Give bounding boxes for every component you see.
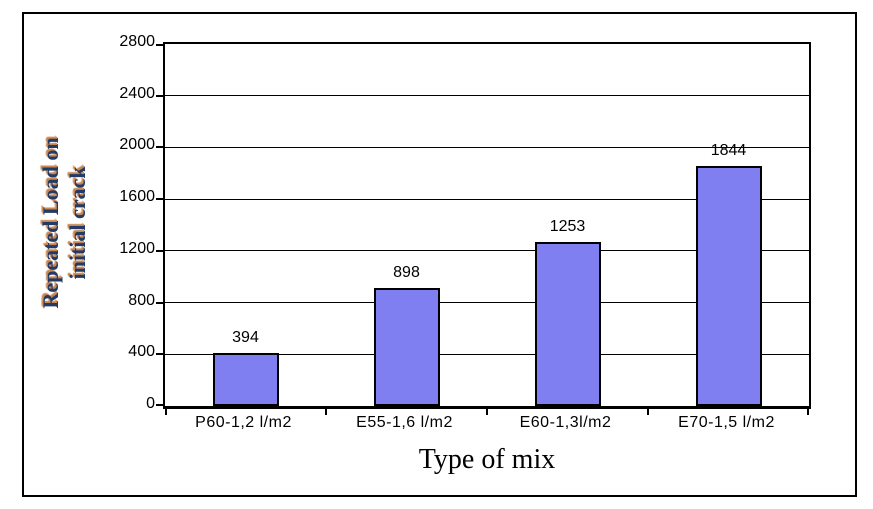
gridline	[165, 353, 809, 355]
bar	[373, 288, 440, 406]
y-axis-tick-label: 800	[128, 291, 155, 309]
bar	[212, 353, 279, 406]
x-axis-category-label: E60-1,3l/m2	[519, 414, 612, 431]
y-axis-tick-mark	[156, 94, 165, 97]
x-axis-category-label: E55-1,6 l/m2	[356, 414, 453, 431]
gridline	[165, 302, 809, 304]
y-axis-tick-label: 2800	[119, 33, 155, 50]
y-axis-tick-label: 400	[128, 343, 155, 361]
x-axis-tick-mark	[647, 409, 649, 415]
x-axis-category-label: E70-1,5 l/m2	[678, 414, 775, 431]
x-axis-title: Type of mix	[418, 444, 556, 475]
y-axis-tick-label: 0	[146, 395, 155, 412]
x-axis-tick-mark	[325, 409, 327, 415]
y-axis-tick-mark	[156, 146, 165, 149]
gridline	[165, 250, 809, 252]
bar	[695, 166, 762, 406]
bar-value-label: 394	[232, 329, 259, 346]
gridline	[165, 198, 809, 200]
y-axis-tick-mark	[156, 249, 165, 252]
bar-value-label: 1253	[549, 218, 586, 235]
y-axis-tick-mark	[156, 404, 165, 406]
y-axis-tick-mark	[156, 353, 165, 356]
gridline	[165, 95, 809, 97]
y-axis-tick-mark	[156, 44, 165, 46]
y-axis-tick-mark	[156, 301, 165, 304]
bar-value-label: 1844	[710, 142, 747, 159]
y-axis-tick-label: 1600	[119, 188, 155, 206]
y-axis-tick-label: 2000	[119, 136, 155, 154]
gridline	[165, 146, 809, 148]
plot-area: 394 898 1253 1844	[156, 42, 811, 415]
x-axis-tick-mark	[807, 409, 809, 415]
y-axis-tick-mark	[156, 198, 165, 201]
x-axis-tick-mark	[165, 409, 167, 415]
x-axis-tick-mark	[486, 409, 488, 415]
x-axis-category-label: P60-1,2 l/m2	[195, 414, 292, 431]
bar-value-label: 898	[393, 264, 420, 281]
y-axis-tick-label: 2400	[119, 84, 155, 102]
y-axis-tick-labels: 0 400 800 1200 1600 2000 2400 2800	[0, 33, 155, 412]
y-axis-tick-label: 1200	[119, 239, 155, 257]
bar	[534, 242, 601, 406]
